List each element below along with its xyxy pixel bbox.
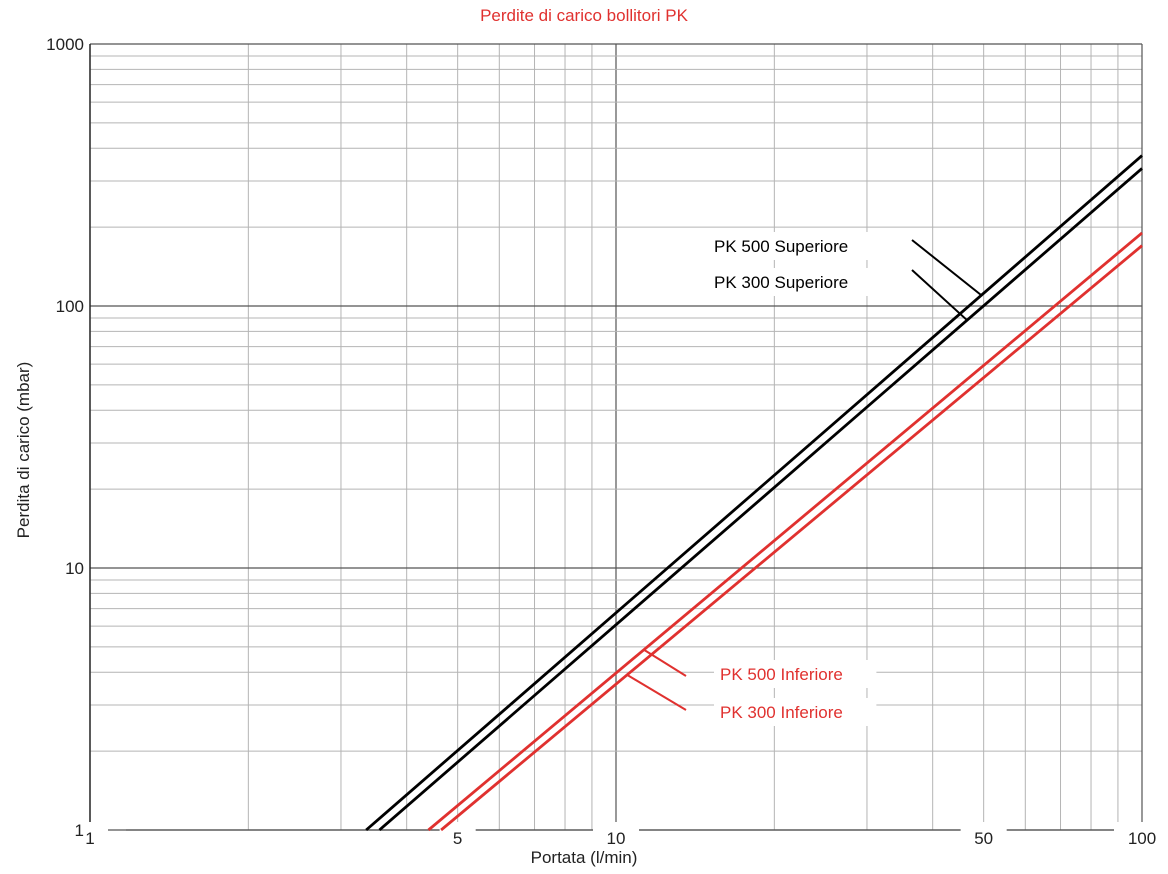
series-line [365,154,1143,832]
annotation-leader-line [911,269,968,321]
y-tick-label: 1 [75,821,84,840]
y-tick-label: 1000 [46,35,84,54]
series-annotation-label: PK 300 Inferiore [720,703,843,722]
series-annotation-label: PK 500 Superiore [714,237,848,256]
y-tick-label: 100 [56,297,84,316]
y-axis-label: Perdita di carico (mbar) [14,361,33,539]
x-tick-label: 50 [974,829,993,848]
x-tick-label: 5 [453,829,462,848]
x-tick-label: 1 [85,829,94,848]
x-tick-label-bg [1114,826,1168,862]
chart-title: Perdite di carico bollitori PK [480,6,688,25]
x-tick-label-bg [960,826,1007,862]
x-axis-label: Portata (l/min) [530,848,638,867]
series-lines [365,154,1143,832]
series-annotation-label: PK 500 Inferiore [720,665,843,684]
series-line [440,244,1143,832]
grid [89,43,1143,831]
y-ticks: 1 10 100 1000 [46,35,84,840]
x-tick-label: 10 [607,829,626,848]
series-annotation-label: PK 300 Superiore [714,273,848,292]
x-ticks: 1 5 10 50 100 [85,829,1156,848]
annotation-bg [708,268,871,296]
series-line [378,167,1143,832]
y-tick-label: 10 [65,559,84,578]
series-annotations: PK 500 Superiore PK 300 Superiore PK 500 I… [626,232,982,726]
x-tick-label: 100 [1128,829,1156,848]
annotation-bg [714,698,877,726]
x-tick-label-bg [593,826,639,862]
annotation-leader-line [911,239,982,297]
annotation-bg [708,232,871,260]
annotation-leader-line [643,648,687,677]
x-tick-label-bg [439,826,476,862]
x-tick-label-bg [72,826,108,862]
annotation-leader-line [626,674,687,711]
tick-label-backgrounds [72,822,1168,862]
series-line [427,231,1143,832]
annotation-bg [714,660,877,688]
